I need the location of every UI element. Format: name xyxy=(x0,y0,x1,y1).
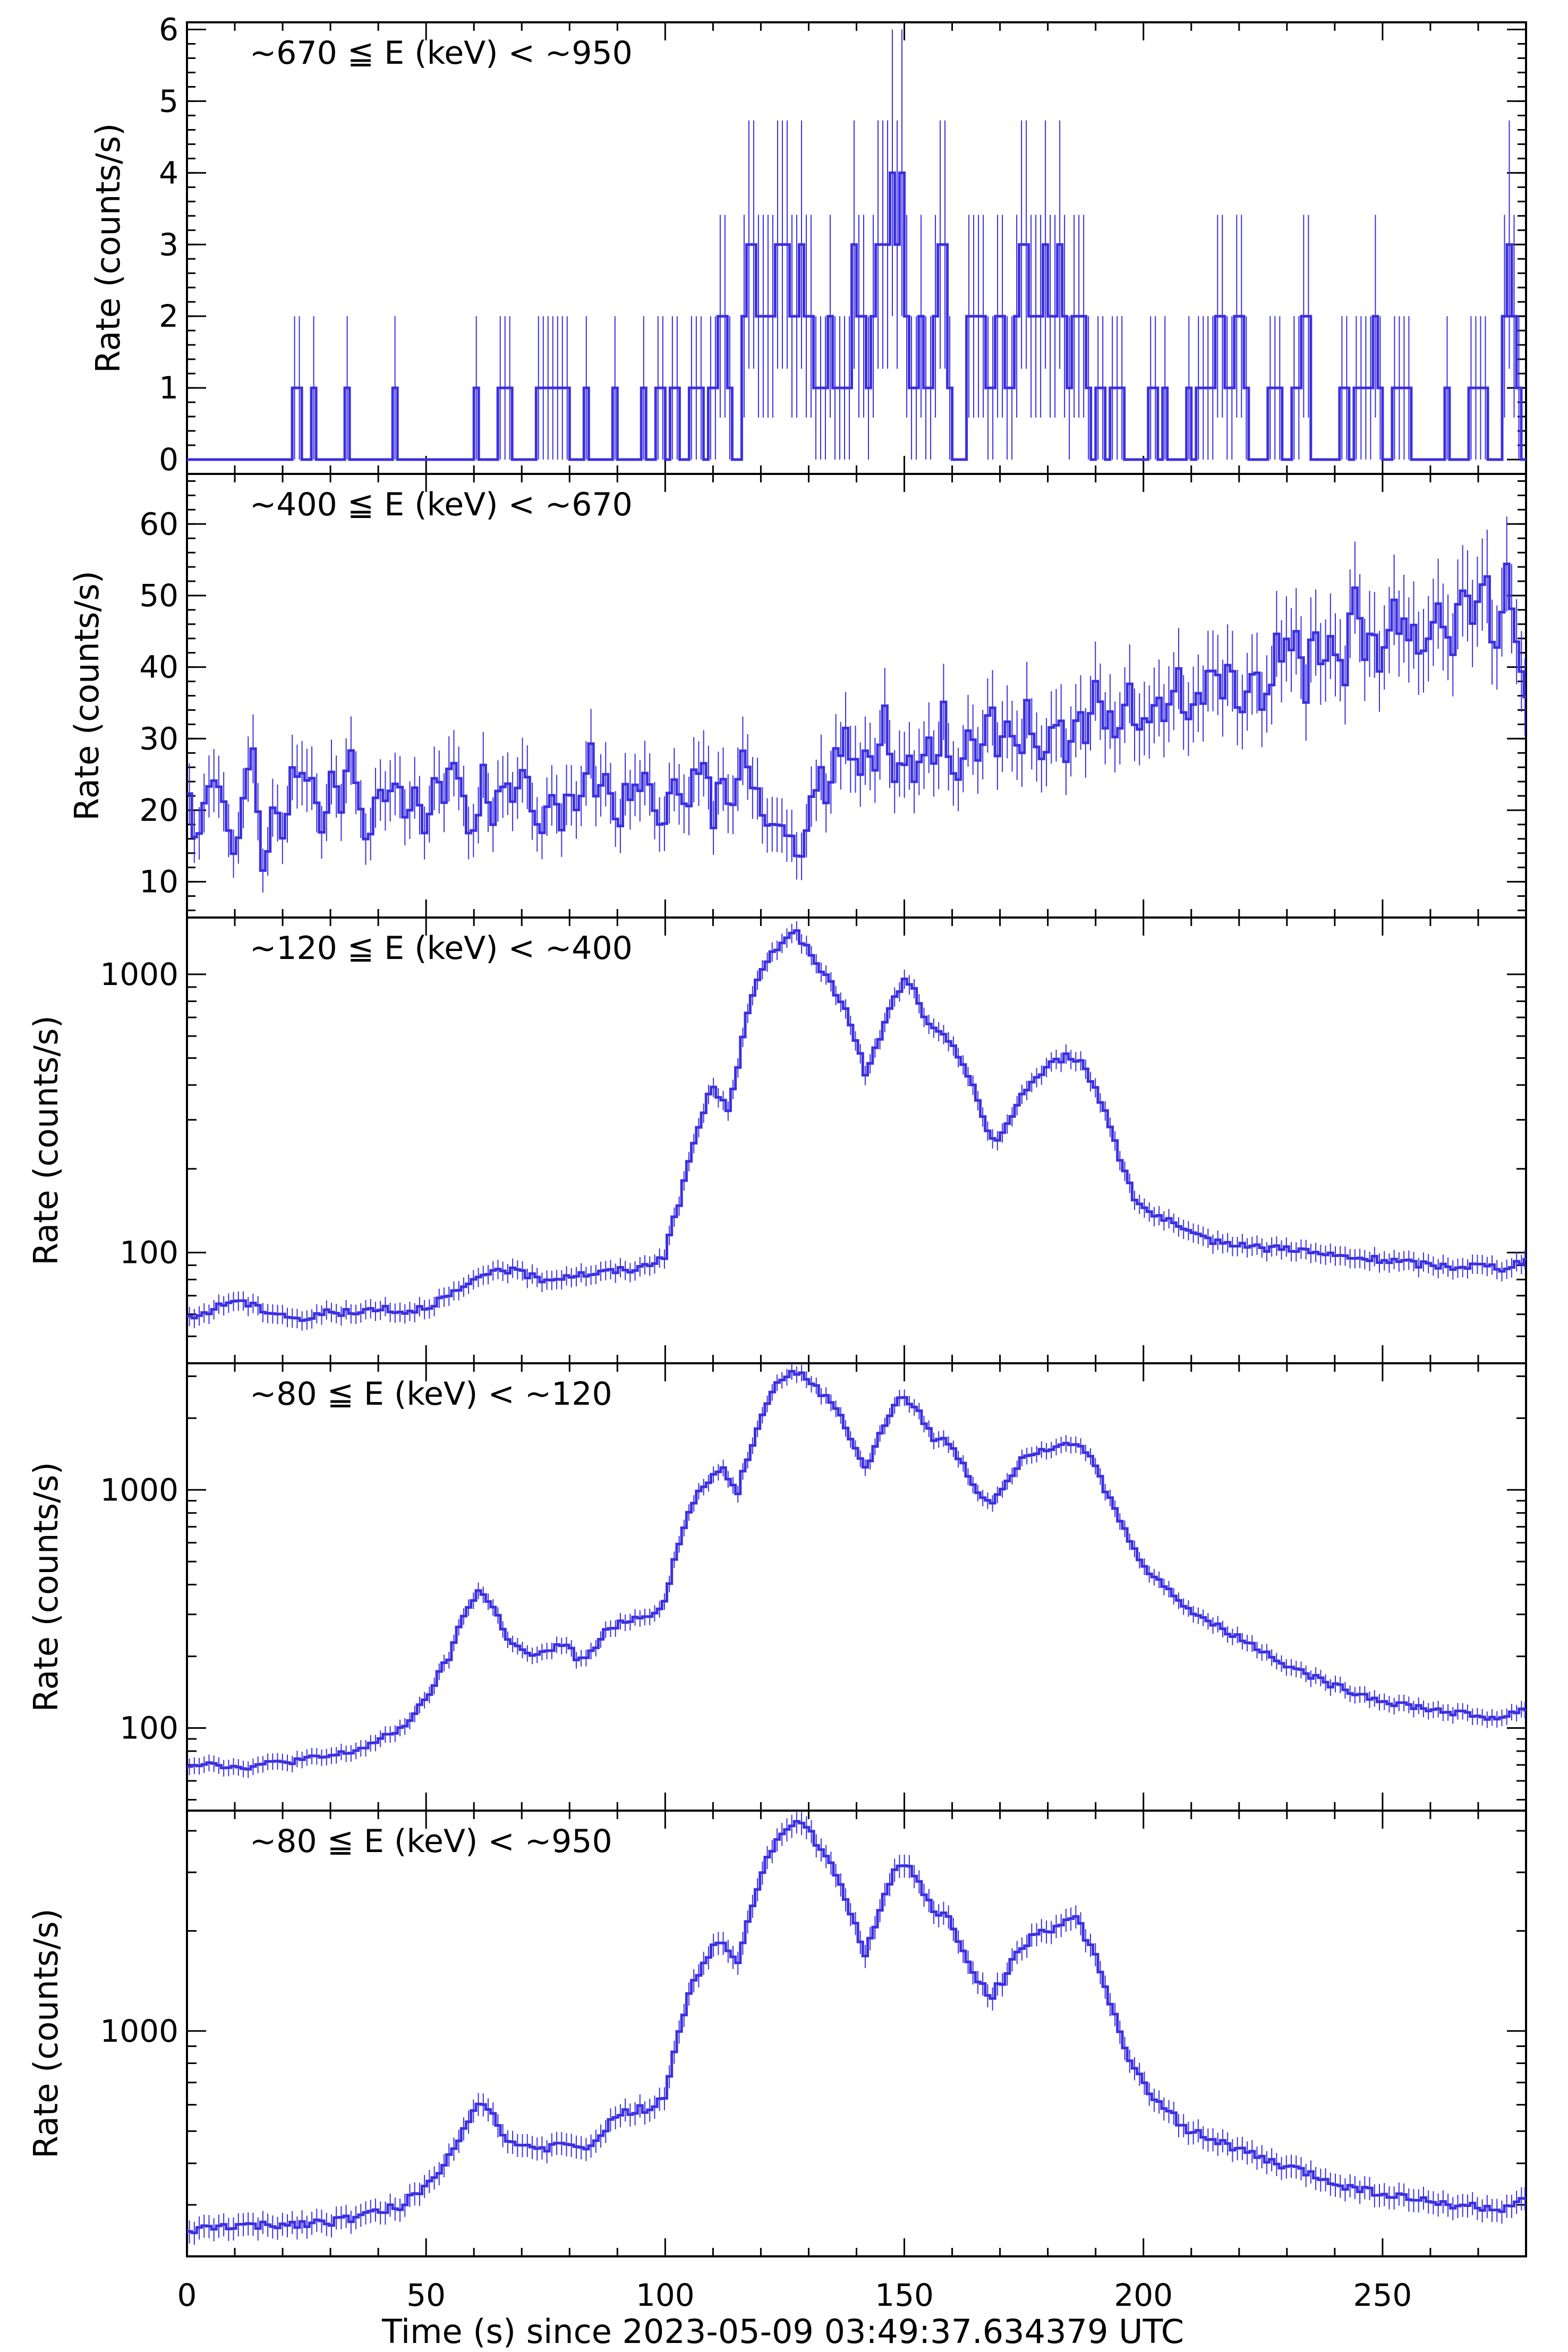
panel-120-400: 100 1000 Rate (counts/s) ~120 ≦ E (keV) < ~… xyxy=(27,916,1527,1364)
y-tick-label: 4 xyxy=(159,155,178,191)
y-tick-label: 5 xyxy=(159,83,178,119)
y-axis-title: Rate (counts/s) xyxy=(89,123,127,373)
series-group xyxy=(187,29,1526,461)
y-axis-title: Rate (counts/s) xyxy=(27,1015,65,1266)
y-tick-label: 6 xyxy=(159,11,178,47)
y-tick-label: 40 xyxy=(139,649,178,685)
y-tick-label: 1000 xyxy=(100,2013,178,2049)
y-tick-label: 0 xyxy=(159,441,178,478)
rate-series-line xyxy=(187,929,1526,1322)
energy-band-label: ~670 ≦ E (keV) < ~950 xyxy=(250,35,633,72)
rate-series-line xyxy=(187,563,1526,872)
y-tick-label: 100 xyxy=(120,1235,178,1271)
panels: 0 1 2 3 4 5 6 Rate (counts/s) ~670 ≦ E (keV) < ~… xyxy=(27,11,1527,2257)
y-axis-title: Rate (counts/s) xyxy=(27,1908,65,2159)
x-tick-label: 50 xyxy=(406,2277,446,2313)
y-tick-label: 10 xyxy=(139,864,178,900)
series-group xyxy=(187,1363,1526,1778)
y-tick-label: 2 xyxy=(159,298,178,334)
x-tick-label: 0 xyxy=(177,2277,197,2313)
x-tick-label: 200 xyxy=(1114,2277,1173,2313)
series-group xyxy=(187,921,1526,1331)
panel-frame xyxy=(186,916,1527,1364)
panel-frame xyxy=(186,1362,1527,1812)
series-group xyxy=(187,516,1526,893)
x-tick-label: 100 xyxy=(636,2277,695,2313)
y-tick-label: 1 xyxy=(159,370,178,406)
y-tick-label: 3 xyxy=(159,226,178,262)
y-axis-title: Rate (counts/s) xyxy=(27,1462,65,1712)
y-axis-title: Rate (counts/s) xyxy=(67,571,106,821)
y-tick-label: 20 xyxy=(139,792,178,828)
energy-band-label: ~400 ≦ E (keV) < ~670 xyxy=(250,486,633,523)
rate-series-line xyxy=(187,1820,1526,2235)
series-group xyxy=(187,1811,1526,2245)
panel-80-120: 100 1000 Rate (counts/s) ~80 ≦ E (keV) < ~1… xyxy=(27,1362,1527,1812)
x-tick-label: 150 xyxy=(875,2277,934,2313)
panel-670-950: 0 1 2 3 4 5 6 Rate (counts/s) ~670 ≦ E (keV) < ~… xyxy=(89,11,1527,478)
panel-80-950: 1000 Rate (counts/s) ~80 ≦ E (keV) < ~950 xyxy=(27,1810,1527,2257)
rate-series-line xyxy=(187,1370,1526,1771)
x-axis-title: Time (s) since 2023-05-09 03:49:37.63437… xyxy=(381,2312,1184,2351)
y-tick-label: 100 xyxy=(120,1710,178,1746)
energy-band-label: ~80 ≦ E (keV) < ~120 xyxy=(250,1375,612,1413)
y-tick-label: 60 xyxy=(139,506,178,542)
rate-series-line xyxy=(187,171,1526,461)
y-tick-label: 1000 xyxy=(100,1472,178,1508)
panel-400-670: 10 20 30 40 50 60 Rate (counts/s) ~400 ≦ E (keV… xyxy=(67,473,1527,919)
energy-band-label: ~120 ≦ E (keV) < ~400 xyxy=(250,930,633,967)
energy-band-label: ~80 ≦ E (keV) < ~950 xyxy=(250,1823,612,1860)
x-axis-tick-labels: 0 50 100 150 200 250 xyxy=(177,2277,1412,2313)
y-tick-label: 1000 xyxy=(100,956,178,992)
y-tick-label: 30 xyxy=(139,720,178,757)
x-tick-label: 250 xyxy=(1353,2277,1412,2313)
y-tick-label: 50 xyxy=(139,578,178,614)
